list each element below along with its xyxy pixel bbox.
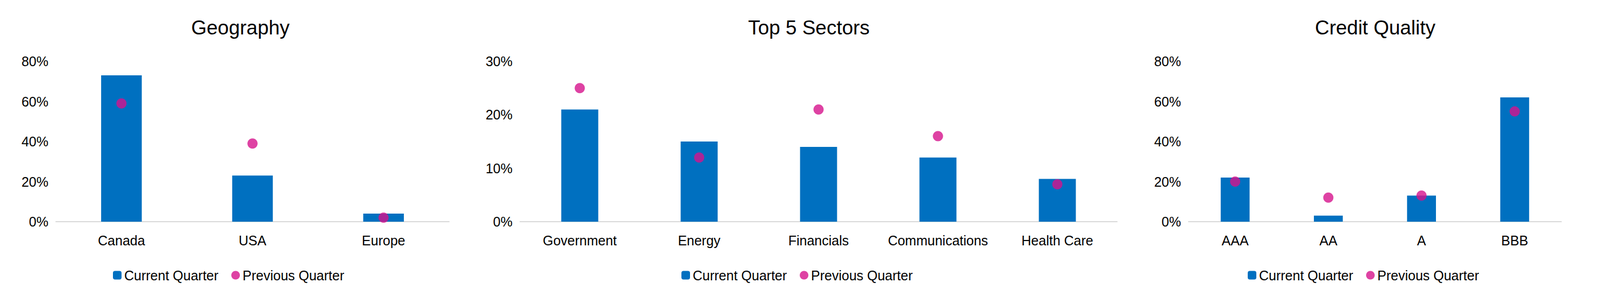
svg-text:20%: 20%	[485, 107, 513, 123]
svg-text:20%: 20%	[21, 174, 49, 190]
svg-text:40%: 40%	[1154, 133, 1182, 149]
svg-text:A: A	[1417, 232, 1427, 248]
svg-text:40%: 40%	[21, 133, 49, 149]
svg-text:Geography: Geography	[190, 16, 290, 39]
svg-text:80%: 80%	[1154, 53, 1182, 69]
svg-text:60%: 60%	[1154, 94, 1182, 110]
svg-text:Current Quarter: Current Quarter	[692, 267, 787, 283]
svg-text:20%: 20%	[1154, 174, 1182, 190]
svg-text:Previous Quarter: Previous Quarter	[811, 267, 913, 283]
svg-text:80%: 80%	[21, 53, 49, 69]
svg-text:0%: 0%	[493, 214, 513, 230]
svg-text:Current Quarter: Current Quarter	[1259, 267, 1354, 283]
svg-text:10%: 10%	[485, 160, 513, 176]
svg-text:Europe: Europe	[361, 232, 406, 248]
svg-text:0%: 0%	[1161, 214, 1182, 230]
svg-text:Previous Quarter: Previous Quarter	[242, 267, 345, 283]
svg-text:30%: 30%	[485, 53, 513, 69]
svg-text:Current Quarter: Current Quarter	[124, 267, 219, 283]
svg-text:Communications: Communications	[887, 232, 988, 248]
svg-text:Government: Government	[542, 232, 617, 248]
svg-text:Health Care: Health Care	[1021, 232, 1093, 248]
svg-text:Energy: Energy	[677, 232, 721, 248]
svg-text:Canada: Canada	[97, 232, 146, 248]
svg-text:Credit Quality: Credit Quality	[1314, 16, 1436, 39]
svg-text:60%: 60%	[21, 94, 49, 110]
svg-text:AAA: AAA	[1221, 232, 1249, 248]
svg-text:USA: USA	[238, 232, 267, 248]
svg-text:AA: AA	[1319, 232, 1338, 248]
svg-text:Top 5 Sectors: Top 5 Sectors	[748, 16, 870, 39]
svg-text:BBB: BBB	[1501, 232, 1528, 248]
svg-text:Financials: Financials	[788, 232, 850, 248]
svg-text:0%: 0%	[29, 214, 49, 230]
svg-text:Previous Quarter: Previous Quarter	[1377, 267, 1479, 283]
